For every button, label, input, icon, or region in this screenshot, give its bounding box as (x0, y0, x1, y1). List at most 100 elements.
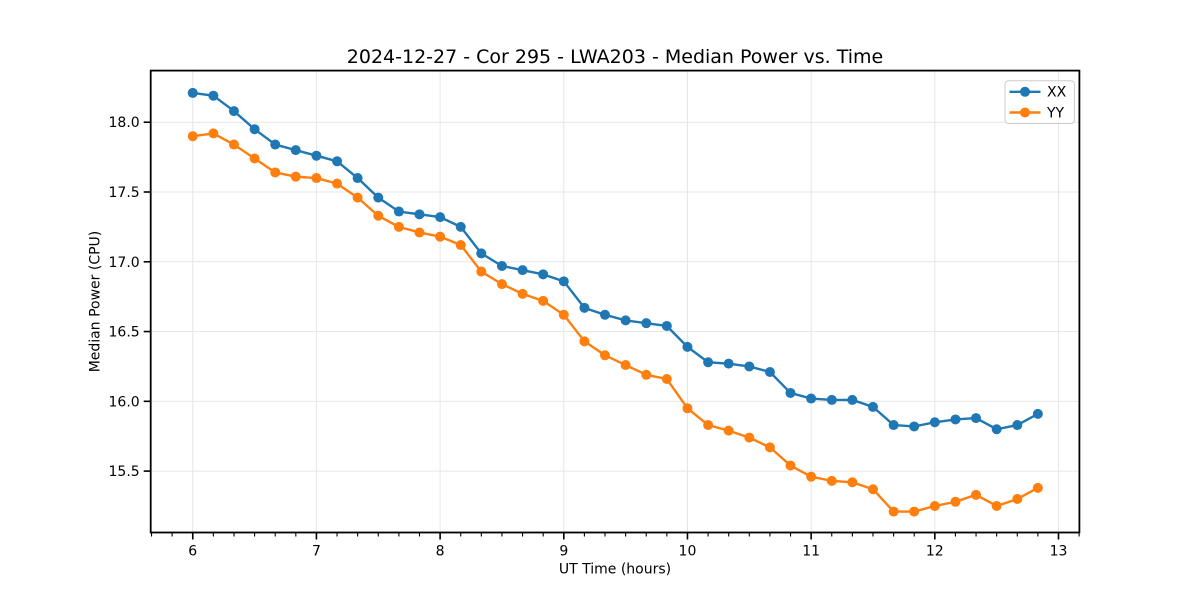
y-tick-label: 17.5 (109, 185, 140, 201)
legend-label-xx: XX (1047, 85, 1067, 101)
data-point-marker-xx (847, 394, 858, 405)
data-point-marker-yy (620, 360, 631, 371)
data-point-marker-xx (806, 393, 817, 404)
data-point-marker-yy (414, 227, 425, 238)
data-point-marker-xx (435, 212, 446, 223)
data-point-marker-xx (950, 414, 961, 425)
legend: XX YY (1004, 80, 1075, 124)
data-point-marker-yy (888, 506, 899, 517)
data-point-marker-xx (723, 358, 734, 369)
data-point-marker-yy (744, 432, 755, 443)
x-tick-label: 12 (926, 544, 944, 560)
x-tick-label: 6 (188, 544, 197, 560)
data-point-marker-xx (785, 387, 796, 398)
data-point-marker-xx (991, 424, 1002, 435)
data-point-marker-yy (991, 500, 1002, 511)
data-point-marker-yy (455, 240, 466, 251)
data-point-marker-xx (393, 206, 404, 217)
data-point-marker-xx (455, 221, 466, 232)
data-point-marker-xx (558, 276, 569, 287)
data-point-marker-yy (661, 374, 672, 384)
data-point-marker-yy (187, 131, 198, 142)
data-point-marker-xx (270, 139, 281, 150)
data-point-marker-xx (352, 173, 363, 184)
y-tick-label: 18.0 (109, 115, 140, 131)
data-point-marker-yy (496, 279, 507, 290)
data-point-marker-yy (971, 489, 981, 500)
data-point-marker-yy (352, 192, 363, 203)
data-point-marker-xx (661, 320, 672, 331)
data-point-marker-yy (1032, 482, 1043, 493)
data-point-marker-xx (517, 265, 528, 276)
data-point-marker-yy (847, 477, 858, 488)
data-point-marker-yy (373, 210, 384, 221)
data-point-marker-yy (764, 442, 775, 453)
x-tick-label: 13 (1050, 544, 1068, 560)
data-point-marker-yy (579, 336, 590, 347)
y-tick-label: 17.0 (109, 255, 140, 271)
data-point-marker-xx (599, 309, 610, 320)
data-point-marker-xx (496, 260, 507, 271)
series-layer (187, 87, 1043, 517)
data-point-marker-xx (744, 361, 755, 372)
legend-item-yy: YY (1009, 105, 1065, 121)
chart-title: 2024-12-27 - Cor 295 - LWA203 - Median P… (347, 46, 883, 68)
data-point-marker-xx (703, 357, 714, 368)
data-point-marker-xx (620, 315, 631, 326)
data-point-marker-xx (187, 87, 198, 98)
data-point-marker-yy (476, 266, 487, 277)
y-tick-label: 15.5 (109, 464, 140, 480)
data-point-marker-yy (909, 506, 920, 517)
plot-border (149, 69, 1081, 534)
data-point-marker-xx (888, 420, 899, 431)
data-point-marker-yy (435, 231, 446, 242)
series-line-yy (191, 132, 1040, 513)
data-point-marker-yy (228, 139, 239, 150)
data-point-marker-yy (558, 309, 569, 320)
data-point-marker-yy (785, 460, 796, 471)
data-point-marker-yy (929, 500, 940, 511)
data-point-marker-yy (1012, 494, 1023, 505)
data-point-marker-xx (208, 90, 219, 101)
data-point-marker-yy (208, 128, 219, 139)
data-point-marker-yy (538, 295, 549, 306)
data-point-marker-xx (764, 367, 775, 378)
data-point-marker-yy (950, 496, 961, 507)
data-point-marker-yy (703, 420, 714, 431)
x-tick-label: 9 (559, 544, 568, 560)
data-point-marker-xx (867, 401, 878, 412)
data-point-marker-xx (579, 302, 590, 313)
data-point-marker-yy (270, 167, 281, 178)
legend-marker-xx (1020, 86, 1030, 97)
data-point-marker-xx (311, 150, 322, 161)
x-tick-label: 7 (312, 544, 321, 560)
x-axis-label: UT Time (hours) (559, 562, 671, 578)
data-point-marker-yy (311, 173, 322, 184)
data-point-marker-xx (332, 156, 343, 167)
legend-marker-yy (1020, 107, 1030, 118)
data-point-marker-xx (1032, 408, 1043, 419)
data-point-marker-yy (723, 425, 734, 436)
data-point-marker-yy (290, 171, 301, 182)
grid-layer (150, 70, 1080, 533)
y-tick-label: 16.5 (109, 325, 140, 341)
data-point-marker-yy (682, 403, 693, 414)
data-point-marker-xx (909, 421, 920, 432)
data-point-marker-yy (826, 475, 837, 486)
data-point-marker-xx (929, 417, 940, 428)
legend-item-xx: XX (1009, 85, 1067, 101)
x-tick-label: 10 (679, 544, 697, 560)
data-point-marker-xx (826, 394, 837, 405)
data-point-marker-yy (867, 484, 878, 495)
y-tick-label: 16.0 (109, 394, 140, 410)
data-point-marker-yy (806, 471, 817, 482)
data-point-marker-yy (249, 153, 260, 164)
y-axis-label: Median Power (CPU) (88, 231, 104, 373)
data-point-marker-xx (538, 269, 549, 280)
data-point-marker-yy (599, 350, 610, 361)
data-point-marker-xx (228, 106, 239, 117)
data-point-marker-xx (373, 192, 384, 203)
data-point-marker-yy (641, 369, 652, 380)
